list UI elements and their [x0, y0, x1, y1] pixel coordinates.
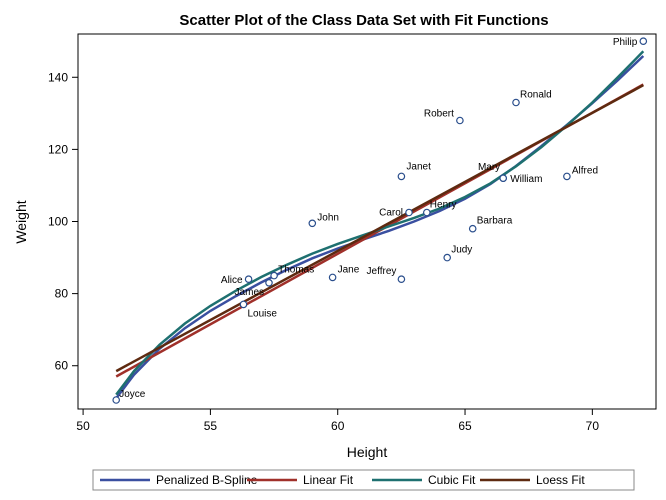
point-label-judy: Judy	[451, 245, 472, 256]
series-line-loess-fit	[115, 84, 644, 373]
y-tick-label: 100	[48, 215, 68, 229]
x-tick-label: 65	[458, 419, 472, 433]
data-point-louise	[239, 300, 248, 309]
data-point-alfred	[563, 172, 571, 181]
x-tick-label: 50	[76, 419, 90, 433]
point-label-thomas: Thomas	[278, 265, 314, 276]
point-label-louise: Louise	[248, 308, 278, 319]
y-tick-label: 60	[55, 359, 69, 373]
point-label-william: William	[510, 174, 542, 185]
point-label-robert: Robert	[424, 109, 454, 120]
fit-lines	[115, 50, 645, 399]
x-axis-title: Height	[347, 444, 388, 460]
point-label-philip: Philip	[613, 37, 638, 48]
chart-title: Scatter Plot of the Class Data Set with …	[179, 12, 548, 29]
point-label-barbara: Barbara	[477, 216, 513, 227]
legend-label-penalized-b-spline: Penalized B-Spline	[156, 473, 258, 487]
x-tick-label: 55	[204, 419, 218, 433]
point-label-ronald: Ronald	[520, 90, 552, 101]
point-label-mary: Mary	[478, 162, 500, 173]
data-point-barbara	[468, 224, 477, 233]
data-point-joyce	[112, 396, 121, 404]
data-point-judy	[443, 253, 452, 262]
x-tick-label: 70	[586, 419, 600, 433]
data-point-william	[499, 174, 508, 183]
legend-label-linear-fit: Linear Fit	[303, 473, 354, 487]
data-point-ronald	[512, 98, 520, 107]
y-tick-label: 80	[55, 287, 69, 301]
point-label-janet: Janet	[406, 161, 431, 172]
data-point-janet	[397, 172, 406, 181]
data-point-philip	[639, 37, 648, 46]
data-point-thomas	[270, 271, 278, 280]
point-labels: Alfred Alice Barbara Carol Henry James Jane Jan…	[119, 37, 638, 400]
legend-label-loess-fit: Loess Fit	[536, 473, 585, 487]
data-point-robert	[456, 116, 464, 125]
y-axis-title: Weight	[13, 200, 29, 243]
data-point-jane	[328, 273, 337, 282]
point-label-joyce: Joyce	[119, 389, 146, 400]
point-label-alice: Alice	[221, 275, 243, 286]
x-axis: 50 55 60 65 70	[76, 409, 599, 433]
legend	[92, 469, 635, 491]
data-point-jeffrey	[397, 275, 406, 284]
y-tick-label: 140	[48, 70, 68, 84]
point-label-jane: Jane	[338, 264, 360, 275]
data-point-alice	[244, 275, 253, 284]
data-point-james	[265, 278, 273, 287]
legend-items: Penalized B-Spline Linear Fit Cubic Fit Loe…	[100, 473, 585, 487]
legend-label-cubic-fit: Cubic Fit	[428, 473, 476, 487]
scatter-points	[112, 37, 648, 404]
x-tick-label: 60	[331, 419, 345, 433]
point-label-james: James	[235, 287, 264, 298]
point-label-alfred: Alfred	[572, 165, 598, 176]
data-point-john	[308, 219, 317, 228]
point-label-jeffrey: Jeffrey	[367, 266, 397, 277]
point-label-carol: Carol	[379, 208, 403, 219]
point-label-henry: Henry	[430, 200, 457, 211]
y-tick-label: 120	[48, 142, 68, 156]
data-point-henry	[422, 208, 431, 217]
data-point-carol	[405, 208, 413, 217]
point-label-john: John	[317, 212, 339, 223]
y-axis: 60 80 100 120 140	[48, 70, 78, 373]
